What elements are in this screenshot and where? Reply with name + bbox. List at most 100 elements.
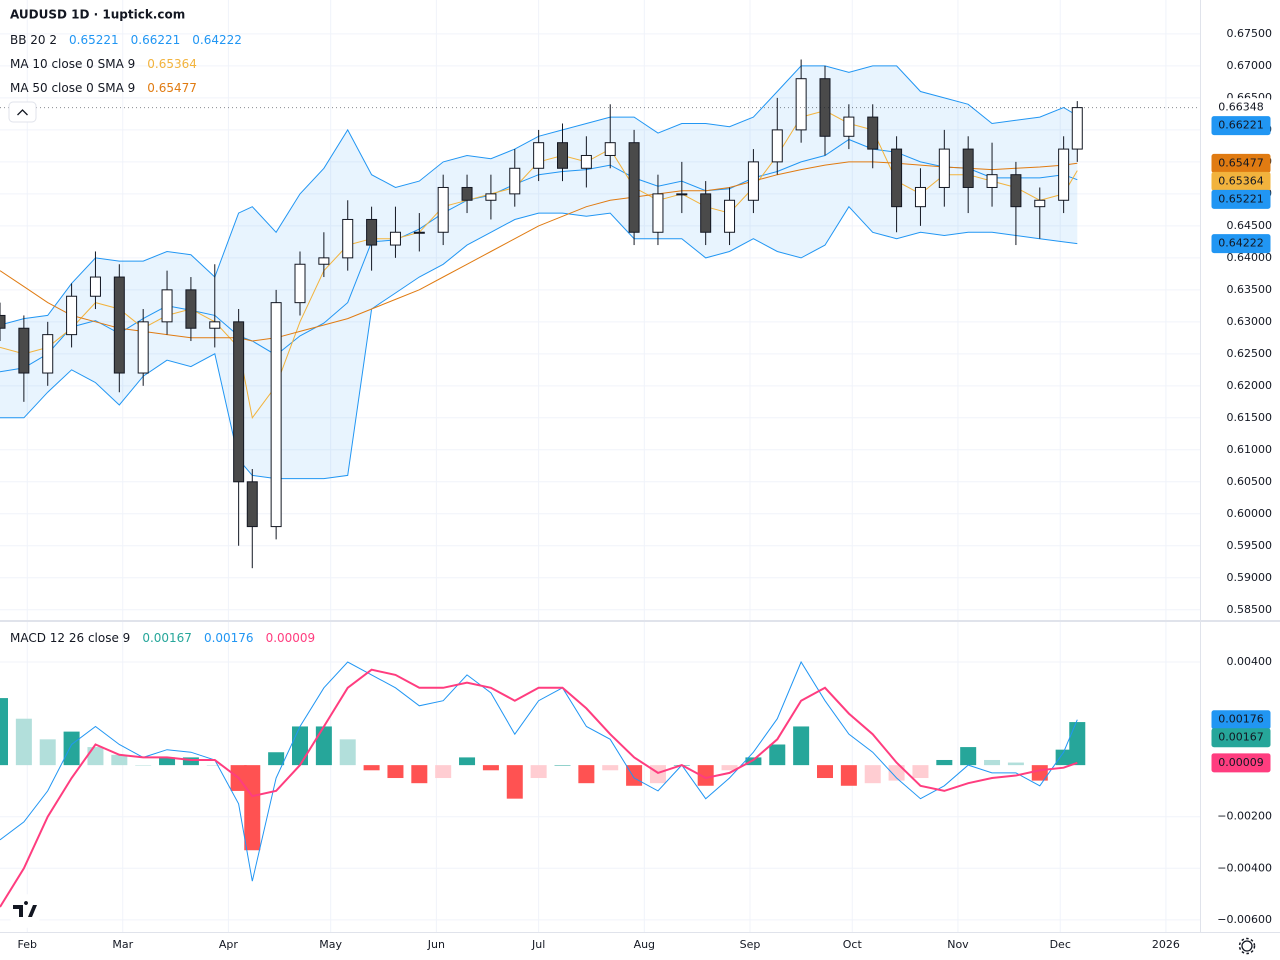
macd-histogram-bar	[649, 765, 666, 784]
candle-body	[771, 129, 783, 163]
y-tick-label: 0.63500	[1227, 283, 1273, 296]
y-tick-label: 0.60500	[1227, 475, 1273, 488]
macd-histogram-bar	[1069, 722, 1086, 766]
candle-body	[137, 321, 149, 374]
logo-bg[interactable]	[8, 894, 42, 928]
y-tick-label: 0.67000	[1227, 59, 1273, 72]
y-tick-label: 0.64000	[1227, 251, 1273, 264]
x-tick-label: Oct	[843, 938, 863, 951]
legend-name: BB 20 2	[10, 33, 57, 47]
macd-histogram-bar	[793, 726, 810, 766]
y-tick-label: 0.62500	[1227, 347, 1273, 360]
candle-body	[42, 334, 54, 374]
macd-histogram-bar	[482, 765, 499, 771]
macd-line	[0, 660, 1078, 882]
candle-body	[389, 231, 401, 246]
legend-value: 0.00167	[142, 631, 192, 645]
moving-average	[0, 161, 1078, 342]
macd-histogram-bar	[315, 726, 332, 766]
price-badge	[1211, 189, 1271, 209]
macd-histogram-bar	[578, 765, 595, 784]
chart-title: AUDUSD 1D · 1uptick.com	[10, 8, 185, 22]
bb-lower	[0, 205, 1078, 480]
legend-value: 0.65477	[147, 81, 197, 95]
y-tick-label: 0.61000	[1227, 443, 1273, 456]
candle-body	[461, 186, 473, 201]
x-tick-label: Jul	[531, 938, 545, 951]
candle-body	[1058, 148, 1070, 201]
macd-histogram-bar	[984, 759, 1001, 766]
macd-histogram-bar	[1055, 749, 1072, 766]
candle-body	[161, 289, 173, 323]
macd-histogram-bar	[363, 765, 380, 771]
y-tick-label: 0.62000	[1227, 379, 1273, 392]
candle-body	[938, 148, 950, 188]
plot	[0, 59, 1200, 908]
settings-button[interactable]	[1238, 937, 1256, 955]
price-badge-label: 0.65364	[1218, 174, 1264, 187]
candle-body	[89, 276, 101, 297]
y-tick-label: 0.00400	[1227, 655, 1273, 668]
macd-histogram-bar	[506, 765, 523, 799]
x-tick-label: 2026	[1152, 938, 1180, 951]
price-badge-label: 0.66221	[1218, 119, 1264, 132]
bb-fill	[0, 65, 1078, 479]
collapse-button-box[interactable]	[8, 101, 37, 123]
legend-value: 0.66221	[131, 33, 181, 47]
macd-histogram-bar	[387, 765, 404, 779]
candle-body	[652, 193, 664, 233]
collapse-button[interactable]	[8, 101, 37, 123]
macd-histogram-bar	[244, 765, 261, 851]
macd-histogram-bar	[0, 698, 8, 766]
macd-histogram-bar	[435, 765, 452, 779]
price-badge-label: 0.00009	[1218, 756, 1264, 769]
price-badge	[1211, 753, 1271, 773]
candle-body	[724, 199, 736, 233]
macd-histogram-bar	[888, 765, 905, 781]
candle-body	[891, 148, 903, 208]
legend-name: MACD 12 26 close 9	[10, 631, 130, 645]
candle-body	[795, 78, 807, 131]
macd-histogram-bar	[339, 739, 356, 766]
price-badge-label: 0.00167	[1218, 731, 1264, 744]
candle-body	[66, 295, 78, 336]
candle-body	[246, 481, 258, 528]
candle-body	[843, 116, 855, 137]
macd-histogram-bar	[292, 726, 308, 766]
macd-histogram-bar	[39, 739, 56, 766]
macd-histogram-bar	[135, 765, 152, 766]
legend-name: MA 50 close 0 SMA 9	[10, 81, 135, 95]
macd-histogram-bar	[268, 752, 285, 766]
candle-body	[342, 218, 354, 259]
candle-body	[209, 321, 221, 329]
signal-line	[0, 668, 1078, 908]
legend-name: MA 10 close 0 SMA 9	[10, 57, 135, 71]
candle-body	[533, 142, 545, 169]
macd-histogram-bar	[159, 757, 176, 766]
candle-body	[185, 289, 197, 329]
candle-body	[700, 193, 712, 233]
x-tick-label: Mar	[112, 938, 133, 951]
logo-mark[interactable]	[13, 901, 37, 917]
y-tick-label: −0.00200	[1217, 810, 1272, 823]
settings-icon[interactable]	[1241, 940, 1253, 952]
macd-histogram-bar	[912, 765, 929, 779]
candle-body	[485, 193, 497, 201]
legend-row: MA 10 close 0 SMA 9 0.65364	[10, 57, 197, 71]
macd-histogram-bar	[960, 747, 977, 766]
x-tick-label: Dec	[1050, 938, 1071, 951]
candle-body	[294, 263, 306, 304]
settings-icon-teeth[interactable]	[1238, 937, 1256, 955]
legend-value: 0.65364	[147, 57, 197, 71]
price-badge	[1211, 728, 1271, 748]
x-tick-label: Apr	[219, 938, 239, 951]
x-tick-label: May	[319, 938, 342, 951]
y-tick-label: 0.61500	[1227, 411, 1273, 424]
legend-value: 0.64222	[192, 33, 242, 47]
macd-histogram-bar	[63, 731, 80, 766]
candle-body	[962, 148, 974, 188]
collapse-icon[interactable]	[17, 109, 28, 116]
macd-histogram-bar	[840, 765, 857, 786]
tv-logo[interactable]	[8, 894, 42, 928]
candle-body	[867, 116, 879, 150]
